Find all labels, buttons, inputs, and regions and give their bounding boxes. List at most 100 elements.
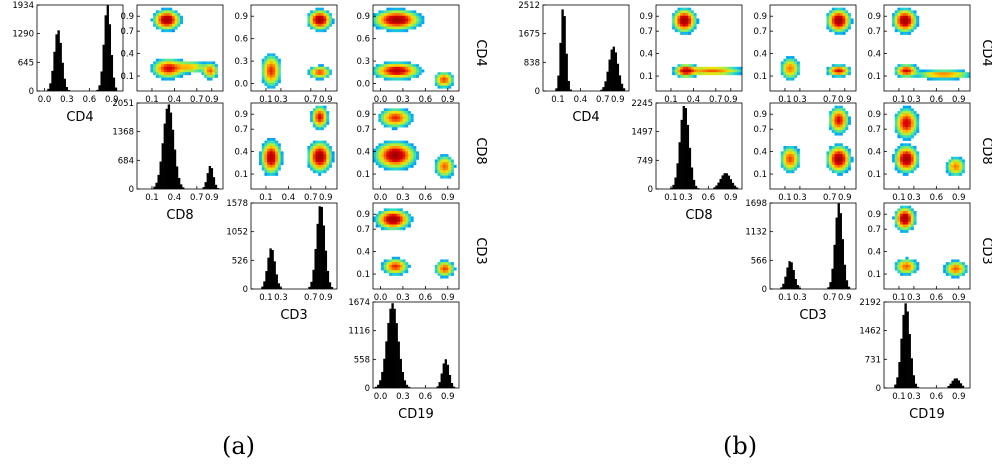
density-cell — [829, 162, 833, 166]
density-cell — [381, 264, 385, 268]
density-cell — [783, 156, 787, 160]
density-cell — [834, 21, 838, 25]
density-cell — [391, 140, 395, 144]
density-cell — [323, 164, 327, 168]
density-cell — [378, 23, 382, 27]
density-cell — [953, 77, 957, 81]
density-cell — [831, 167, 835, 171]
density-cell — [166, 66, 170, 70]
density-cell — [900, 162, 904, 166]
density-cell — [910, 132, 914, 136]
histogram-bar — [686, 124, 690, 189]
density-cell — [383, 227, 387, 231]
density-cell — [323, 105, 327, 109]
density-cell — [158, 15, 162, 19]
density-cell — [153, 15, 157, 19]
density-cell — [326, 15, 330, 19]
density-cell — [916, 124, 920, 128]
density-cell — [323, 121, 327, 125]
x-tick-label: 0.9 — [952, 293, 966, 303]
density-cell — [908, 148, 912, 152]
density-cell — [902, 148, 906, 152]
density-cell — [323, 108, 327, 112]
density-cell — [450, 270, 454, 274]
density-cell — [897, 216, 901, 220]
density-cell — [166, 10, 170, 14]
x-tick-label: 0.4 — [574, 95, 588, 105]
density-cell — [725, 72, 729, 76]
density-cell — [201, 64, 205, 68]
density-cell — [959, 69, 963, 73]
density-cell — [945, 267, 949, 271]
density-cell — [264, 143, 268, 147]
density-cell — [434, 270, 438, 274]
density-cell — [913, 267, 917, 271]
density-cell — [312, 164, 316, 168]
density-cell — [733, 72, 737, 76]
density-cell — [908, 129, 912, 133]
density-cell — [918, 69, 922, 73]
density-cell — [399, 108, 403, 112]
density-cell — [948, 162, 952, 166]
density-cell — [163, 23, 167, 27]
density-cell — [837, 116, 841, 120]
density-cell — [177, 18, 181, 22]
density-cell — [910, 15, 914, 19]
density-cell — [381, 18, 385, 22]
density-cell — [834, 151, 838, 155]
density-cell — [829, 148, 833, 152]
density-cell — [418, 23, 422, 27]
density-cell — [190, 61, 194, 65]
density-cell — [440, 85, 444, 89]
density-cell — [826, 26, 830, 30]
density-cell — [310, 162, 314, 166]
density-cell — [908, 151, 912, 155]
density-cell — [680, 13, 684, 17]
density-cell — [402, 10, 406, 14]
x-tick-label: 0.1 — [892, 392, 906, 402]
density-cell — [905, 256, 909, 260]
density-cell — [421, 21, 425, 25]
density-cell — [680, 69, 684, 73]
density-cell — [897, 13, 901, 17]
density-cell — [399, 156, 403, 160]
density-cell — [373, 219, 376, 223]
density-cell — [174, 23, 178, 27]
density-cell — [275, 61, 279, 65]
density-cell — [275, 148, 279, 152]
density-cell — [373, 72, 376, 76]
density-cell — [383, 270, 387, 274]
density-cell — [677, 23, 681, 27]
density-cell — [310, 156, 314, 160]
density-cell — [945, 77, 949, 81]
density-cell — [381, 219, 385, 223]
density-cell — [320, 113, 324, 117]
histogram-bar — [108, 24, 112, 92]
density-cell — [688, 7, 692, 11]
histogram-bar — [212, 177, 216, 189]
density-cell — [842, 156, 846, 160]
density-cell — [413, 66, 417, 70]
density-cell — [728, 72, 732, 76]
y-tick-label: 1934 — [12, 1, 34, 11]
density-cell — [397, 221, 401, 225]
density-plot-b-cd4-vs-cd8 — [672, 7, 743, 78]
density-cell — [908, 10, 912, 14]
density-cell — [905, 156, 909, 160]
density-cell — [829, 116, 833, 120]
density-cell — [672, 66, 676, 70]
density-cell — [386, 219, 390, 223]
density-cell — [391, 211, 395, 215]
density-cell — [847, 156, 851, 160]
density-cell — [155, 61, 159, 65]
density-cell — [386, 7, 390, 11]
density-cell — [180, 61, 183, 65]
density-cell — [389, 18, 393, 22]
density-cell — [897, 167, 901, 171]
density-cell — [829, 21, 833, 25]
density-cell — [953, 159, 957, 163]
density-cell — [397, 211, 401, 215]
density-cell — [688, 26, 692, 30]
density-cell — [908, 162, 912, 166]
density-cell — [188, 66, 192, 70]
